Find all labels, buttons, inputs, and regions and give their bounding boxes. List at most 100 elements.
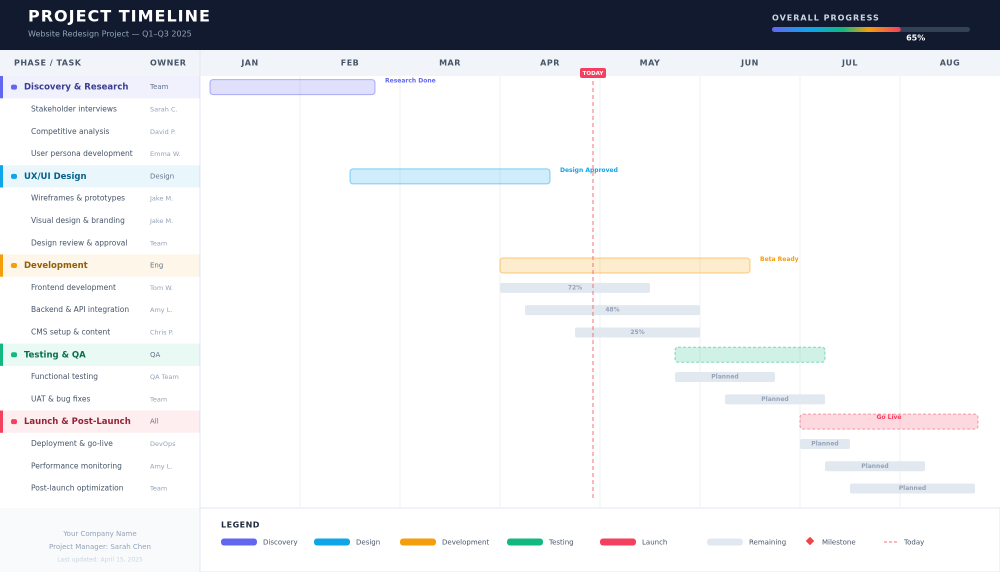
task-name: Wireframes & prototypes [31,194,125,203]
task-name: Performance monitoring [31,461,122,470]
milestone-label: Go Live [877,414,902,421]
phase-owner: All [150,418,159,426]
legend-swatch [221,538,257,546]
today-label: TODAY [583,71,605,77]
legend-label: Design [356,539,380,547]
task-bar [725,394,825,405]
progress-fill [772,27,901,32]
legend-label: Milestone [822,539,856,547]
legend-swatch [400,538,436,546]
task-name: Deployment & go-live [31,439,113,448]
legend-label: Development [442,539,489,547]
task-name: Functional testing [31,372,98,381]
header-bar [0,0,1000,50]
task-panel [0,76,200,508]
task-name: Backend & API integration [31,305,129,314]
task-owner: Jake M. [149,195,173,203]
today-badge [580,68,606,78]
milestone-label: Beta Ready [760,256,799,263]
task-owner: Chris P. [150,328,174,336]
phase-accent [0,410,3,433]
phase-dot [11,263,17,269]
task-owner: Team [149,485,167,493]
column-title: PHASE / TASK [14,59,82,68]
progress-label: 65% [906,34,925,43]
milestone-label: Design Approved [560,167,618,174]
phase-dot [11,352,17,358]
phase-row-bg [0,343,200,366]
task-bar-label: Planned [711,374,738,381]
phase-owner: QA [150,351,161,359]
phase-bar [209,79,376,96]
phase-bar [499,257,751,274]
phase-dot [11,173,17,179]
task-name: CMS setup & content [31,327,110,336]
legend-label: Testing [548,539,574,547]
phase-dot [11,419,17,425]
month-label: JUL [841,59,858,68]
task-name: Competitive analysis [31,127,109,136]
month-label: JAN [240,59,258,68]
phase-row-bg [0,410,200,433]
phase-row-bg [0,254,200,277]
task-owner: Jake M. [149,217,173,225]
legend-title: LEGEND [221,521,260,530]
phase-dot [11,84,17,90]
column-title: OWNER [150,59,186,68]
legend-label: Discovery [263,539,298,547]
phase-row-bg [0,165,200,188]
month-label: APR [540,59,560,68]
task-bar-label: 72% [568,284,582,291]
task-bar [500,282,650,293]
phase-accent [0,343,3,366]
task-owner: Amy L. [150,462,172,470]
phase-bar [674,346,826,363]
task-bar-label: 25% [630,329,644,336]
legend-label: Launch [642,539,667,547]
task-owner: QA Team [150,373,179,381]
subtitle: Website Redesign Project — Q1–Q3 2025 [28,30,192,39]
legend-swatch [314,538,350,546]
legend-swatch [600,538,636,546]
task-bar [675,372,775,383]
task-owner: Amy L. [150,306,172,314]
task-bar-label: 48% [605,307,619,314]
phase-name: UX/UI Design [24,172,87,182]
task-name: User persona development [31,149,133,158]
phase-accent [0,76,3,99]
task-name: Visual design & branding [31,216,125,225]
phase-owner: Team [149,83,169,91]
task-owner: Emma W. [150,150,181,158]
phase-owner: Eng [150,262,163,270]
task-name: UAT & bug fixes [31,394,90,403]
phase-name: Discovery & Research [24,83,128,93]
task-name: Frontend development [31,283,116,292]
phase-accent [0,254,3,277]
task-owner: DevOps [150,440,176,448]
task-bar-label: Planned [761,396,788,403]
legend-swatch [707,538,743,546]
phase-name: Development [24,261,88,271]
task-bar [850,483,975,494]
task-bar [525,305,700,316]
task-owner: Team [149,239,167,247]
legend-label: Remaining [749,539,786,547]
column-header [0,50,1000,76]
task-owner: Team [149,395,167,403]
progress-title: OVERALL PROGRESS [772,14,880,23]
legend-label: Today [903,539,924,547]
phase-row-bg [0,76,200,99]
phase-bar [799,413,979,430]
phase-name: Testing & QA [24,350,86,360]
month-label: JUN [740,59,759,68]
footer-updated: Last updated: April 15, 2025 [57,557,143,564]
task-bar-label: Planned [811,440,838,447]
footer-manager: Project Manager: Sarah Chen [49,543,151,551]
task-name: Post-launch optimization [31,484,124,493]
phase-accent [0,165,3,188]
legend-swatch [507,538,543,546]
month-label: MAR [439,59,461,68]
task-owner: Sarah C. [150,105,178,113]
task-name: Stakeholder interviews [31,104,117,113]
